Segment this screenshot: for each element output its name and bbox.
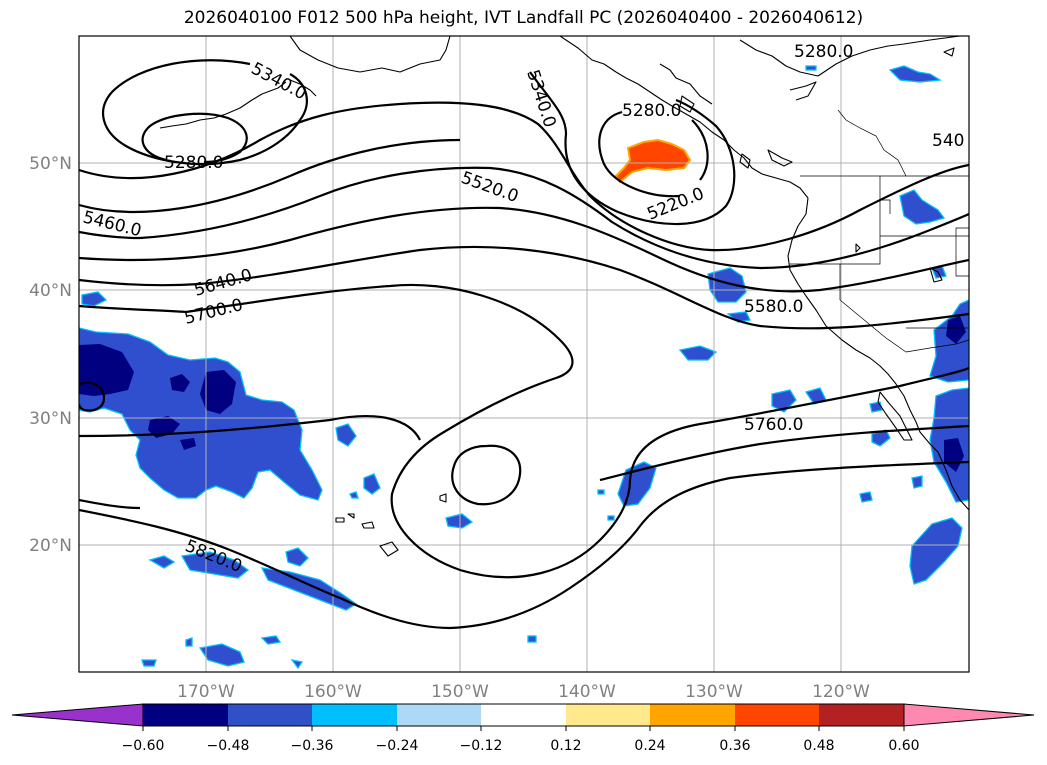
contour-label: 5280.0 [622, 101, 681, 121]
ivt-positive-anomaly [614, 138, 692, 184]
colorbar-tick-label: −0.24 [376, 738, 419, 754]
lat-label-30: 30°N [29, 409, 72, 429]
colorbar-segment [819, 704, 904, 726]
colorbar-segment [228, 704, 312, 726]
lon-label-140w: 140°W [558, 682, 616, 702]
plot-title: 2026040100 F012 500 hPa height, IVT Land… [183, 8, 864, 28]
lat-label-40: 40°N [29, 281, 72, 301]
contour-label: 5280.0 [164, 153, 223, 173]
lon-label-170w: 170°W [177, 682, 235, 702]
political-borders [790, 109, 969, 353]
colorbar-under-extension [11, 703, 144, 727]
lat-label-50: 50°N [29, 154, 72, 174]
coastlines [159, 36, 969, 557]
lon-label-120w: 120°W [812, 682, 870, 702]
colorbar-tick-label: 0.48 [803, 738, 834, 754]
lon-label-130w: 130°W [685, 682, 743, 702]
colorbar-tick-label: −0.48 [207, 738, 250, 754]
lon-label-160w: 160°W [304, 682, 362, 702]
colorbar-segment [735, 704, 819, 726]
colorbar-tick-label: 0.12 [550, 738, 581, 754]
longitude-labels: 170°W 160°W 150°W 140°W 130°W 120°W [177, 682, 870, 702]
lon-label-150w: 150°W [431, 682, 489, 702]
colorbar-tick-label: −0.60 [122, 738, 165, 754]
colorbar-segment [566, 704, 650, 726]
contour-label: 540 [932, 131, 964, 151]
contour-label: 5580.0 [744, 297, 803, 317]
colorbar-segment [312, 704, 397, 726]
colorbar-segment [650, 704, 735, 726]
height-contours [79, 59, 969, 630]
colorbar-tick-label: 0.24 [634, 738, 665, 754]
contour-label: 5280.0 [794, 42, 853, 62]
colorbar-tick-label: 0.36 [719, 738, 750, 754]
colorbar-segment [481, 704, 566, 726]
gridlines [79, 36, 969, 672]
colorbar-tick-label: −0.36 [291, 738, 334, 754]
map-frame [78, 35, 970, 673]
lat-label-20: 20°N [29, 536, 72, 556]
colorbar-segment [397, 704, 481, 726]
contour-label: 5760.0 [744, 415, 803, 435]
colorbar-segment [143, 704, 228, 726]
latitude-labels: 50°N 40°N 30°N 20°N [29, 154, 72, 556]
colorbar-over-extension [903, 703, 1035, 727]
colorbar-tick-label: −0.12 [460, 738, 503, 754]
colorbar: −0.60 −0.48 −0.36 −0.24 −0.12 0.12 0.24 … [11, 703, 1035, 754]
colorbar-tick-label: 0.60 [888, 738, 919, 754]
colorbar-frame [142, 703, 905, 727]
